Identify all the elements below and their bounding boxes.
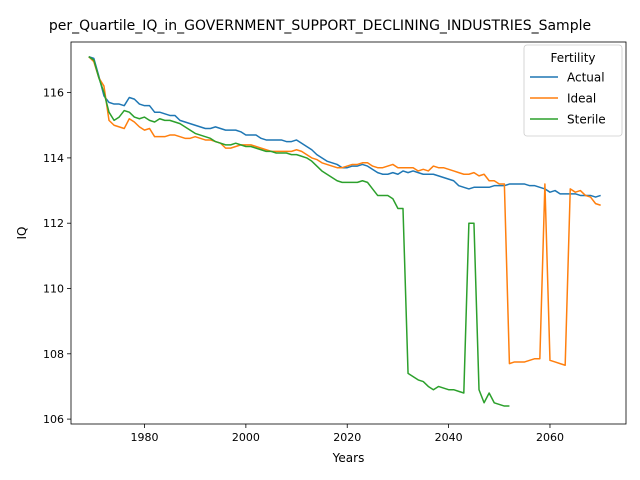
legend-label-ideal: Ideal: [567, 92, 596, 106]
chart-title: per_Quartile_IQ_in_GOVERNMENT_SUPPORT_DE…: [49, 18, 591, 34]
legend: Fertility Actual Ideal Sterile: [523, 44, 623, 137]
series-line-actual: [88, 55, 601, 198]
x-tick-label: 1980: [130, 431, 158, 444]
legend-title: Fertility: [550, 51, 595, 65]
y-tick-label: 108: [43, 348, 64, 361]
legend-label-actual: Actual: [567, 71, 605, 85]
legend-label-sterile: Sterile: [567, 113, 606, 127]
y-tick-label: 110: [43, 283, 64, 296]
x-tick-label: 2020: [333, 431, 361, 444]
y-tick-label: 112: [43, 217, 64, 230]
y-tick-label: 106: [43, 413, 64, 426]
series-line-ideal: [88, 56, 601, 366]
legend-box: [523, 44, 623, 137]
series-line-sterile: [88, 56, 510, 407]
x-axis: 1980 2000 2020 2040 2060: [130, 424, 564, 444]
x-tick-label: 2040: [435, 431, 463, 444]
x-tick-label: 2000: [232, 431, 260, 444]
y-axis-label: IQ: [15, 227, 29, 240]
y-tick-label: 114: [43, 152, 64, 165]
x-tick-label: 2060: [536, 431, 564, 444]
y-tick-label: 116: [43, 87, 64, 100]
y-axis: 106 108 110 112 114 116: [43, 87, 71, 426]
x-axis-label: Years: [332, 451, 365, 465]
series-layer: [88, 55, 601, 407]
plot-frame: [70, 41, 627, 425]
